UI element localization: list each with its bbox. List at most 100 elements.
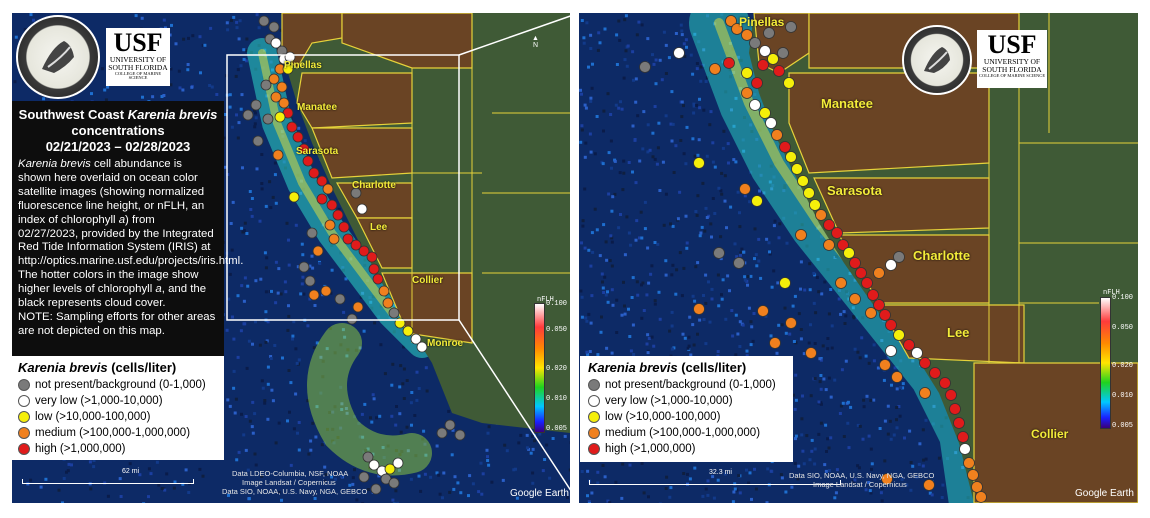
sample-dot: [919, 357, 931, 369]
sample-dot: [713, 247, 725, 259]
sample-dot: [272, 149, 284, 161]
usf-logo-sub3: COLLEGE OF MARINE SCIENCE: [978, 72, 1046, 78]
left-satellite-map: [12, 13, 570, 503]
sample-dot: [893, 251, 905, 263]
legend-species: Karenia brevis: [18, 360, 108, 375]
sample-dot: [861, 277, 873, 289]
sample-dot: [885, 259, 897, 271]
coastal-chlorophyll-band: [258, 49, 396, 317]
legend-item-not-present: not present/background (0-1,000): [18, 377, 218, 393]
sample-dot: [751, 77, 763, 89]
sample-dot: [791, 163, 803, 175]
info-note: NOTE: Sampling efforts for other areas a…: [18, 310, 216, 337]
left-map-panel: Pinellas Manatee Sarasota Charlotte Lee …: [12, 13, 570, 503]
legend-unit: (cells/liter): [677, 360, 747, 375]
legend-label: medium (>100,000-1,000,000): [605, 427, 761, 439]
sample-dot: [308, 167, 320, 179]
sample-dot: [953, 417, 965, 429]
sample-dot: [849, 257, 861, 269]
sample-dot: [298, 143, 310, 155]
coastal-chlorophyll-band: [307, 323, 432, 476]
sample-dot: [823, 219, 835, 231]
sample-dot: [765, 117, 777, 129]
county-label-charlotte: Charlotte: [352, 180, 396, 191]
legend-item-high: high (>1,000,000): [588, 441, 785, 457]
sample-dot: [454, 429, 466, 441]
legend-species: Karenia brevis: [588, 360, 678, 375]
sample-dot: [260, 79, 272, 91]
legend-dot-red: [588, 443, 600, 455]
sample-dot: [785, 317, 797, 329]
legend-dot-orange: [18, 427, 30, 439]
sample-dot: [368, 459, 380, 471]
sample-dot: [304, 275, 316, 287]
sample-dot: [945, 389, 957, 401]
sample-dot: [316, 175, 328, 187]
info-title-part1: Southwest Coast: [18, 107, 128, 122]
scale-bar: [22, 479, 194, 484]
sample-dot: [262, 113, 274, 125]
sample-dot: [320, 285, 332, 297]
sample-dot: [885, 319, 897, 331]
sample-dot: [873, 299, 885, 311]
colorbar-tick: 0.100: [546, 300, 568, 308]
colorbar-tick: 0.020: [546, 365, 568, 373]
legend-label: medium (>100,000-1,000,000): [35, 427, 191, 439]
sample-dot: [693, 157, 705, 169]
sample-dot: [903, 339, 915, 351]
sample-dot: [769, 337, 781, 349]
sample-dot: [328, 233, 340, 245]
legend-dot-white: [588, 395, 600, 407]
sample-dot: [709, 63, 721, 75]
info-date-range: 02/21/2023 – 02/28/2023: [45, 139, 191, 154]
sample-dot: [739, 183, 751, 195]
sample-dot: [893, 329, 905, 341]
usf-logo-sub2: SOUTH FLORIDA: [108, 62, 168, 72]
colorbar-tick: 0.010: [546, 395, 568, 403]
county-region: [296, 72, 413, 129]
sample-dot: [352, 301, 364, 313]
sample-dot: [258, 15, 270, 27]
sample-dot: [835, 277, 847, 289]
usf-logo-sub3: COLLEGE OF MARINE SCIENCE: [114, 70, 162, 81]
sample-dot: [949, 403, 961, 415]
legend-label: low (>10,000-100,000): [605, 411, 721, 423]
sample-dot: [282, 63, 294, 75]
sample-dot: [783, 77, 795, 89]
sample-dot: [759, 107, 771, 119]
sample-dot: [356, 203, 368, 215]
sample-dot: [873, 267, 885, 279]
sample-dot: [312, 245, 324, 257]
sample-dot: [749, 37, 761, 49]
sample-dot: [274, 111, 286, 123]
sample-dot: [268, 21, 280, 33]
sample-dot: [276, 81, 288, 93]
sample-dot: [823, 239, 835, 251]
sample-dot: [270, 37, 282, 49]
legend-dot-gray: [18, 379, 30, 391]
legend-item-high: high (>1,000,000): [18, 441, 218, 457]
usf-logo-text: USF: [987, 30, 1037, 59]
info-body-italic-a: a: [118, 213, 126, 226]
county-label-charlotte: Charlotte: [913, 248, 971, 263]
colorbar-nflh: [1100, 297, 1111, 429]
sample-dot: [731, 23, 743, 35]
sample-dot: [919, 387, 931, 399]
sample-dot: [288, 191, 300, 203]
sample-dot: [639, 61, 651, 73]
sample-dot: [911, 347, 923, 359]
sample-dot: [378, 285, 390, 297]
sample-dot: [372, 273, 384, 285]
sample-dot: [957, 431, 969, 443]
sample-dot: [855, 267, 867, 279]
legend-title: Karenia brevis (cells/liter): [18, 360, 218, 375]
legend-item-medium: medium (>100,000-1,000,000): [18, 425, 218, 441]
sample-dot: [346, 313, 358, 325]
sample-dot: [338, 221, 350, 233]
scale-label: 62 mi: [122, 468, 140, 475]
legend-title: Karenia brevis (cells/liter): [588, 360, 785, 375]
legend-label: low (>10,000-100,000): [35, 411, 151, 423]
sample-dot: [298, 261, 310, 273]
sample-dot: [757, 59, 769, 71]
info-body-text2: ) from 02/27/2023, provided by the Integ…: [18, 213, 244, 296]
